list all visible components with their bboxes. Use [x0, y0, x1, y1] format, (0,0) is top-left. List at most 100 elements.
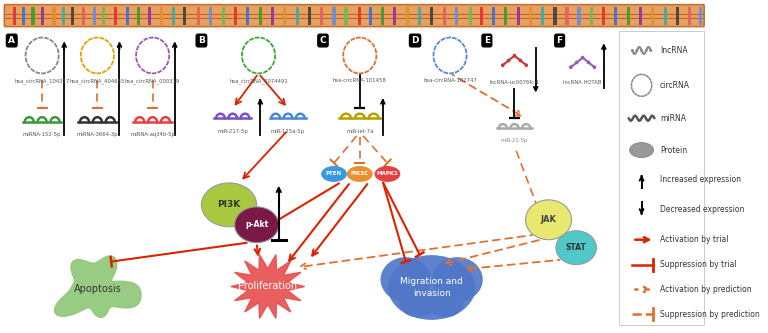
- Bar: [126, 7, 129, 25]
- Text: PI3K: PI3K: [217, 200, 240, 209]
- Bar: [41, 7, 44, 25]
- Text: lncRNA: lncRNA: [660, 46, 687, 55]
- Text: F: F: [557, 36, 563, 45]
- Text: Activation by trial: Activation by trial: [660, 235, 729, 244]
- Text: Migration and
invasion: Migration and invasion: [400, 277, 463, 298]
- Circle shape: [501, 63, 505, 67]
- Text: hsa_circRNA_104327: hsa_circRNA_104327: [15, 78, 70, 84]
- Text: JAK: JAK: [541, 215, 557, 224]
- Bar: [71, 7, 74, 25]
- Bar: [333, 7, 336, 25]
- Bar: [468, 7, 472, 25]
- Circle shape: [581, 56, 584, 60]
- Bar: [246, 7, 249, 25]
- Text: miR-21-5p: miR-21-5p: [501, 138, 528, 143]
- Bar: [222, 7, 225, 25]
- Bar: [209, 7, 212, 25]
- Bar: [319, 7, 323, 25]
- Bar: [676, 7, 679, 25]
- Text: Suppression by prediction: Suppression by prediction: [660, 310, 760, 319]
- FancyBboxPatch shape: [5, 5, 704, 27]
- Bar: [31, 7, 35, 25]
- Text: Decreased expression: Decreased expression: [660, 205, 744, 214]
- Bar: [234, 7, 237, 25]
- Bar: [443, 7, 446, 25]
- Bar: [430, 7, 433, 25]
- Text: hsa_circRNA_000319: hsa_circRNA_000319: [125, 78, 180, 84]
- Bar: [517, 7, 520, 25]
- Bar: [565, 7, 568, 25]
- Bar: [161, 7, 164, 25]
- Text: Proliferation: Proliferation: [238, 281, 297, 291]
- Ellipse shape: [201, 183, 257, 227]
- Text: Apoptosis: Apoptosis: [74, 284, 121, 294]
- Bar: [614, 7, 617, 25]
- Text: miR-let-7a: miR-let-7a: [346, 129, 373, 134]
- Ellipse shape: [347, 166, 372, 182]
- Polygon shape: [231, 255, 305, 318]
- Bar: [358, 7, 362, 25]
- Bar: [148, 7, 151, 25]
- Circle shape: [641, 49, 643, 52]
- Text: miR-217-5p: miR-217-5p: [217, 129, 248, 134]
- Text: Protein: Protein: [660, 146, 687, 155]
- Bar: [172, 7, 175, 25]
- Bar: [137, 7, 141, 25]
- Ellipse shape: [399, 287, 436, 317]
- Bar: [455, 7, 458, 25]
- Circle shape: [518, 59, 522, 62]
- Circle shape: [569, 65, 573, 69]
- Text: Increased expression: Increased expression: [660, 175, 741, 184]
- Circle shape: [525, 63, 528, 67]
- Bar: [259, 7, 262, 25]
- Ellipse shape: [380, 257, 431, 302]
- Circle shape: [575, 61, 578, 64]
- Bar: [13, 7, 16, 25]
- Circle shape: [587, 61, 591, 64]
- Text: STAT: STAT: [566, 243, 587, 252]
- Bar: [197, 7, 200, 25]
- Text: miRNA-aq34b-5p: miRNA-aq34b-5p: [131, 132, 175, 137]
- Text: miRNA-3664-3p: miRNA-3664-3p: [77, 132, 118, 137]
- Bar: [591, 7, 594, 25]
- Text: p-Akt: p-Akt: [245, 220, 268, 229]
- Bar: [381, 7, 385, 25]
- Ellipse shape: [234, 207, 279, 243]
- Bar: [393, 7, 396, 25]
- Text: miRNA-152-5p: miRNA-152-5p: [23, 132, 61, 137]
- Bar: [554, 7, 557, 25]
- Bar: [82, 7, 85, 25]
- Circle shape: [636, 49, 638, 52]
- Bar: [664, 7, 667, 25]
- Bar: [307, 7, 311, 25]
- Text: A: A: [8, 36, 15, 45]
- Bar: [418, 7, 422, 25]
- Ellipse shape: [556, 231, 597, 265]
- Bar: [541, 7, 544, 25]
- Text: miR-125a-5p: miR-125a-5p: [271, 129, 305, 134]
- Bar: [627, 7, 631, 25]
- Bar: [578, 7, 581, 25]
- Bar: [270, 7, 274, 25]
- Ellipse shape: [427, 287, 464, 317]
- Bar: [369, 7, 372, 25]
- Ellipse shape: [432, 257, 483, 302]
- Text: C: C: [319, 36, 326, 45]
- Ellipse shape: [388, 255, 475, 320]
- Bar: [102, 7, 105, 25]
- Text: PTEN: PTEN: [326, 171, 342, 176]
- Bar: [114, 7, 118, 25]
- Circle shape: [507, 59, 511, 62]
- Text: E: E: [484, 36, 490, 45]
- Bar: [504, 7, 507, 25]
- Bar: [93, 7, 96, 25]
- Bar: [296, 7, 299, 25]
- Circle shape: [645, 49, 647, 52]
- Text: circRNA: circRNA: [660, 81, 690, 90]
- Bar: [184, 7, 187, 25]
- Text: lncRNA HOTAB: lncRNA HOTAB: [564, 80, 602, 85]
- Text: B: B: [198, 36, 205, 45]
- Text: miRNA: miRNA: [660, 114, 686, 123]
- Bar: [688, 7, 691, 25]
- Bar: [651, 7, 654, 25]
